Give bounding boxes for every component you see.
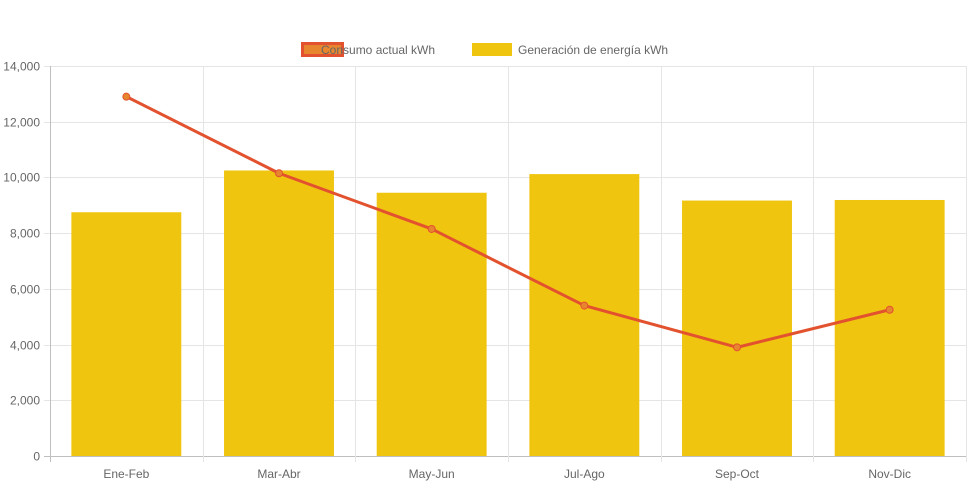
y-tick-label: 6,000 [10,283,40,297]
legend[interactable]: Consumo actual kWh Generación de energía … [301,42,669,57]
point-consumo-may-jun[interactable] [427,224,436,233]
point-consumo-jul-ago[interactable] [580,301,589,310]
x-tick-label: May-Jun [409,467,455,481]
bar-generacion-may-jun[interactable] [376,192,487,456]
y-tick-label: 8,000 [10,227,40,241]
legend-label: Consumo actual kWh [321,43,435,57]
x-tick-label: Jul-Ago [564,467,605,481]
legend-label: Generación de energía kWh [518,43,668,57]
legend-item-consumo[interactable]: Consumo actual kWh [301,42,436,57]
legend-item-generacion[interactable]: Generación de energía kWh [472,43,668,57]
y-tick-label: 4,000 [10,339,40,353]
x-tick-label: Ene-Feb [103,467,149,481]
bar-generacion-nov-dic[interactable] [834,199,945,456]
y-tick-label: 14,000 [3,60,40,74]
y-tick-label: 10,000 [3,171,40,185]
point-consumo-mar-abr[interactable] [275,169,283,178]
x-tick-label: Mar-Abr [257,467,300,481]
y-tick-label: 12,000 [3,116,40,130]
line-layer [122,92,894,352]
grid-layer [44,66,967,462]
axis-layer: 0 2,000 4,000 6,000 8,000 10,000 12,000 14,000 E… [3,60,911,482]
x-tick-label: Sep-Oct [715,467,760,481]
point-consumo-nov-dic[interactable] [885,305,894,314]
point-consumo-sep-oct[interactable] [733,343,741,352]
legend-swatch [301,42,344,57]
bar-generacion-ene-feb[interactable] [71,212,182,456]
point-consumo-ene-feb[interactable] [122,92,131,101]
line-consumo [125,95,891,349]
bar-generacion-mar-abr[interactable] [224,170,334,456]
y-tick-label: 0 [33,450,40,464]
legend-swatch [472,43,512,56]
bar-generacion-sep-oct[interactable] [682,200,792,456]
y-tick-label: 2,000 [10,394,40,408]
bar-layer [71,170,945,457]
x-tick-label: Nov-Dic [868,467,911,481]
